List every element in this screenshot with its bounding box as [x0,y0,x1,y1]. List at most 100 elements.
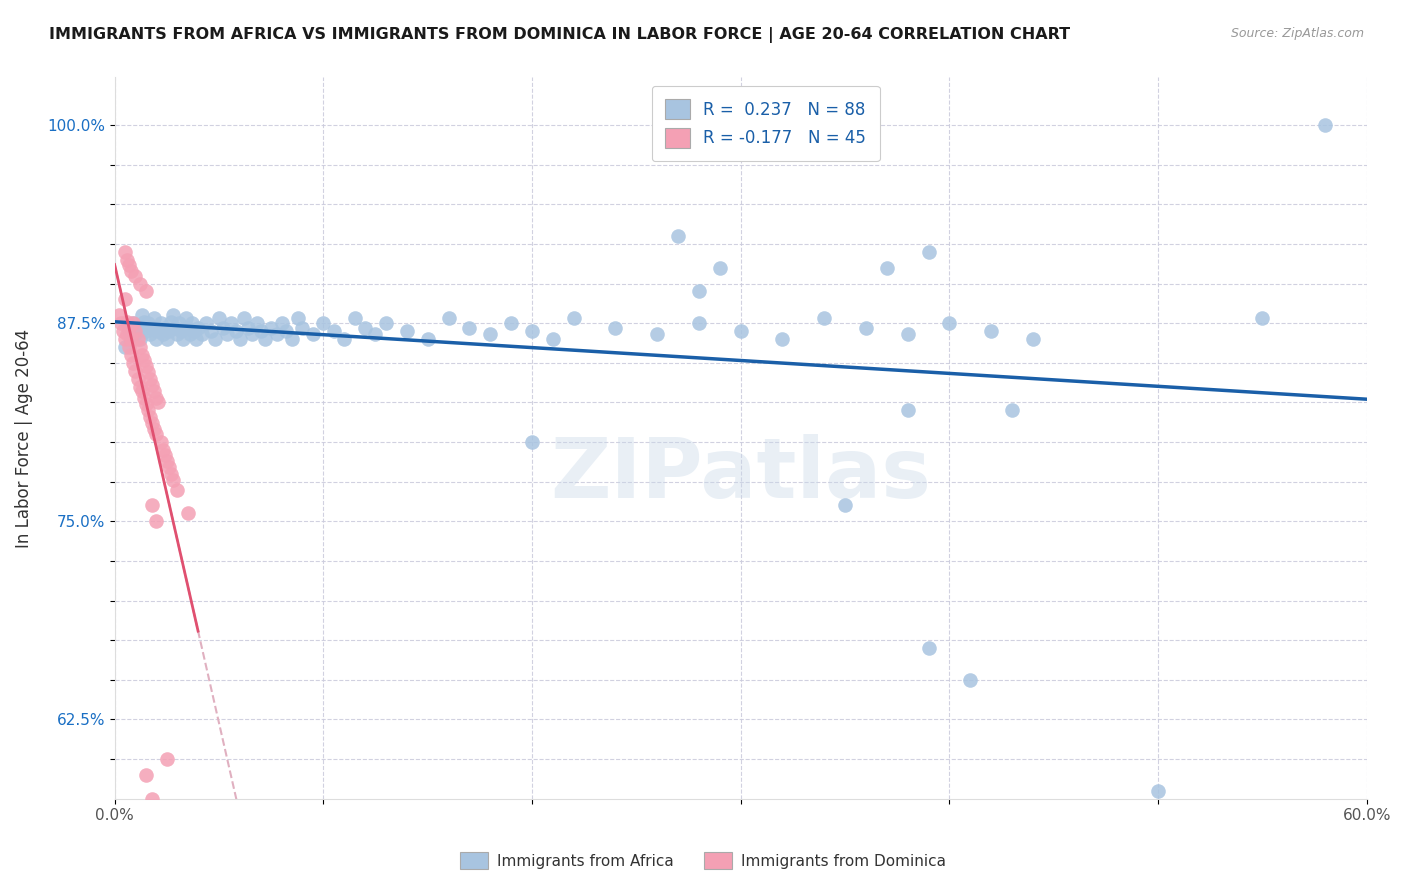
Point [141,416,163,430]
Point [136,316,159,330]
Point [156,332,179,346]
Point [114,293,136,307]
Point [124,324,146,338]
Point [157,460,180,475]
Point [917,244,939,259]
Point [501,316,523,330]
Point [120,348,142,362]
Point [233,311,256,326]
Point [291,321,314,335]
Point [200,324,222,338]
Point [208,311,231,326]
Point [813,311,835,326]
Text: ZIPatlas: ZIPatlas [550,434,931,515]
Point [645,327,668,342]
Point [253,332,276,346]
Point [145,514,167,528]
Point [245,316,267,330]
Point [115,252,138,267]
Point [153,321,176,335]
Point [229,332,252,346]
Point [179,327,201,342]
Point [132,315,155,329]
Point [141,378,163,392]
Point [165,321,187,335]
Point [897,403,920,417]
Point [124,268,146,283]
Point [541,332,564,346]
Point [605,321,627,335]
Point [688,316,710,330]
Point [240,327,263,342]
Point [122,356,145,370]
Point [238,321,260,335]
Point [1313,118,1336,132]
Y-axis label: In Labor Force | Age 20-64: In Labor Force | Age 20-64 [15,328,32,548]
Point [157,324,180,338]
Point [225,324,247,338]
Point [274,324,297,338]
Point [204,332,226,346]
Point [128,379,150,393]
Point [855,321,877,335]
Point [128,340,150,354]
Text: Source: ZipAtlas.com: Source: ZipAtlas.com [1230,27,1364,40]
Point [135,397,157,411]
Point [270,316,292,330]
Point [114,244,136,259]
Point [120,264,142,278]
Point [479,327,502,342]
Point [221,316,243,330]
Point [287,311,309,326]
Point [562,311,585,326]
Point [136,365,159,379]
Point [180,316,202,330]
Point [139,409,162,424]
Point [322,324,344,338]
Point [122,316,145,330]
Point [135,359,157,373]
Point [709,260,731,275]
Point [897,327,920,342]
Point [114,332,136,346]
Point [148,324,170,338]
Point [128,332,150,346]
Point [1022,332,1045,346]
Point [118,321,141,335]
Point [191,327,214,342]
Point [212,321,235,335]
Point [1001,403,1024,417]
Point [770,332,793,346]
Point [166,327,188,342]
Point [172,332,194,346]
Point [174,311,197,326]
Point [917,641,939,656]
Point [184,332,207,346]
Point [312,316,335,330]
Point [302,327,325,342]
Point [145,391,167,405]
Point [730,324,752,338]
Point [666,229,689,244]
Point [876,260,898,275]
Point [166,483,188,497]
Point [141,791,163,805]
Point [395,324,418,338]
Point [128,277,150,291]
Point [131,308,153,322]
Point [980,324,1002,338]
Point [162,473,184,487]
Point [135,285,157,299]
Point [187,321,209,335]
Point [156,752,179,766]
Point [938,316,960,330]
Point [176,321,198,335]
Point [124,364,146,378]
Point [135,324,157,338]
Point [149,435,172,450]
Legend: Immigrants from Africa, Immigrants from Dominica: Immigrants from Africa, Immigrants from … [454,846,952,875]
Point [170,324,193,338]
Text: IMMIGRANTS FROM AFRICA VS IMMIGRANTS FROM DOMINICA IN LABOR FORCE | AGE 20-64 CO: IMMIGRANTS FROM AFRICA VS IMMIGRANTS FRO… [49,27,1070,43]
Point [139,327,162,342]
Point [124,327,146,342]
